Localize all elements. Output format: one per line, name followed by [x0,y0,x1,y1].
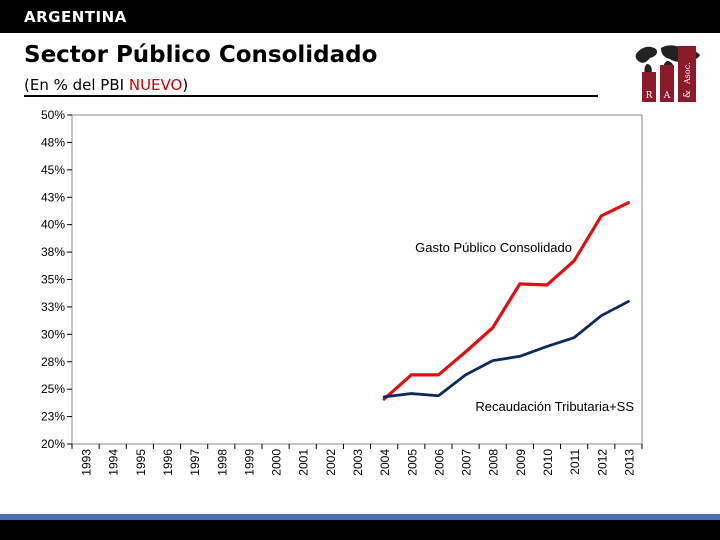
x-tick-label: 2013 [622,449,636,476]
y-tick-label: 50% [41,108,65,122]
logo-letter-amp: & [683,90,693,98]
logo-block-a [660,65,674,102]
x-tick-label: 2000 [270,449,284,476]
x-tick-label: 2009 [514,449,528,476]
x-tick-label: 1998 [215,449,229,476]
subtitle-prefix: (En % del PBI [24,76,129,94]
x-tick-label: 2010 [541,449,555,476]
series-label-gasto: Gasto Público Consolidado [415,240,572,255]
x-tick-label: 2007 [460,449,474,476]
page-subtitle: (En % del PBI NUEVO) [24,76,188,94]
y-tick-label: 45% [41,163,65,177]
x-tick-label: 1996 [161,449,175,476]
footer-accent [0,514,720,520]
x-tick-label: 2004 [378,449,392,476]
x-tick-label: 2001 [297,449,311,476]
company-logo: R A & Asoc. [635,45,700,102]
logo-letter-r: R [646,91,653,101]
header-bar: ARGENTINA [0,0,720,33]
subtitle-highlight: NUEVO [128,76,183,94]
x-tick-label: 2005 [405,449,419,476]
line-chart: 20% 23% 25% 28% 30% 33% 35% 38% 40% 43% 45% 48% 50% 1… [41,108,643,476]
y-tick-label: 43% [41,190,65,204]
y-tick-label: 40% [41,218,65,232]
logo-block-asoc [678,46,696,102]
x-tick-label: 1997 [188,449,202,476]
y-tick-label: 23% [41,410,65,424]
plot-area [71,114,643,445]
y-tick-label: 35% [41,273,65,287]
y-tick-label: 25% [41,382,65,396]
title-divider [24,95,598,97]
y-tick-label: 48% [41,135,65,149]
y-tick-label: 30% [41,327,65,341]
y-tick-label: 33% [41,300,65,314]
country-label: ARGENTINA [24,8,127,26]
x-tick-label: 2012 [595,449,609,476]
y-tick-label: 38% [41,245,65,259]
x-tick-label: 2008 [487,449,501,476]
x-tick-label: 1994 [107,449,121,476]
y-tick-label: 28% [41,355,65,369]
series-line-recaudacion [382,300,630,399]
subtitle-suffix: ) [182,76,189,94]
logo-block-r [642,72,656,102]
x-tick-label: 2011 [568,449,582,475]
page-title: Sector Público Consolidado [24,42,378,68]
x-tick-label: 2006 [432,449,446,476]
y-tick-label: 20% [41,437,65,451]
x-tick-label: 1999 [242,449,256,476]
x-tick-label: 1993 [80,449,94,476]
logo-letter-asoc: Asoc. [683,62,692,85]
x-tick-label: 2002 [324,449,338,476]
series-line-gasto [382,201,631,401]
logo-letter-a: A [663,91,671,101]
x-tick-label: 1995 [134,449,148,476]
x-tick-label: 2003 [351,449,365,476]
series-label-recaudacion: Recaudación Tributaria+SS [475,399,634,414]
